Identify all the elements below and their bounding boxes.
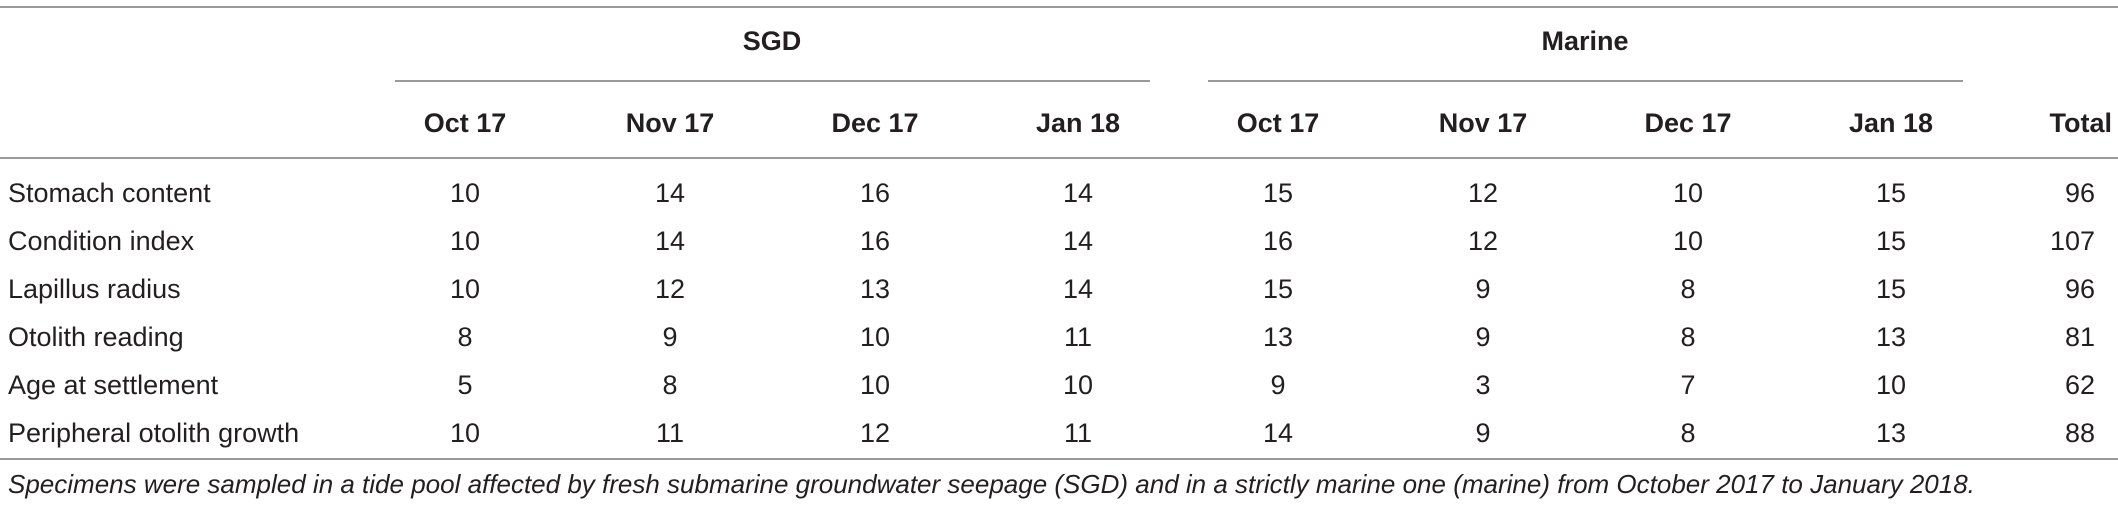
table-cell: 5	[457, 370, 473, 400]
table-cell: 8	[1680, 274, 1696, 304]
table-cell: 14	[1062, 274, 1094, 304]
row-label: Otolith reading	[8, 322, 184, 352]
table-cell: 14	[1062, 226, 1094, 256]
table-cell: 12	[1467, 226, 1499, 256]
row-label: Condition index	[8, 226, 195, 256]
table-cell: 10	[859, 322, 891, 352]
table-cell-total: 81	[2064, 322, 2095, 352]
table-cell-total: 96	[2064, 178, 2095, 208]
table-cell: 8	[1680, 418, 1696, 448]
body-bottom-rule	[0, 458, 2118, 460]
table-cell: 10	[449, 274, 481, 304]
table-cell: 10	[449, 418, 481, 448]
column-header: Jan 18	[1035, 108, 1121, 138]
table-cell: 15	[1262, 178, 1294, 208]
table-cell: 8	[457, 322, 473, 352]
table-cell: 10	[1875, 370, 1907, 400]
table-cell: 10	[449, 178, 481, 208]
table-cell: 16	[1262, 226, 1294, 256]
row-label: Lapillus radius	[8, 274, 181, 304]
sgd-group-rule	[395, 80, 1150, 82]
table-cell: 11	[1063, 418, 1093, 448]
column-header: Oct 17	[1236, 108, 1320, 138]
table-cell: 9	[1475, 322, 1491, 352]
table-cell: 12	[859, 418, 891, 448]
header-bottom-rule	[0, 157, 2118, 159]
table-cell: 13	[1262, 322, 1294, 352]
marine-group-rule	[1208, 80, 1963, 82]
table-cell: 13	[1875, 418, 1907, 448]
row-label: Age at settlement	[8, 370, 219, 400]
table-cell: 14	[654, 178, 686, 208]
table-cell: 10	[449, 226, 481, 256]
table-cell: 13	[1875, 322, 1907, 352]
table-cell: 11	[1063, 322, 1093, 352]
table-cell: 12	[654, 274, 686, 304]
table-caption: Specimens were sampled in a tide pool af…	[8, 469, 1975, 499]
table-cell: 9	[1475, 418, 1491, 448]
table-cell: 7	[1680, 370, 1696, 400]
group-header-sgd: SGD	[742, 26, 802, 56]
column-header: Oct 17	[423, 108, 507, 138]
table-cell-total: 96	[2064, 274, 2095, 304]
row-label: Stomach content	[8, 178, 211, 208]
column-header: Nov 17	[625, 108, 715, 138]
column-header-total: Total	[2049, 108, 2113, 138]
table-cell-total: 88	[2064, 418, 2095, 448]
table-cell: 9	[662, 322, 678, 352]
table-cell: 9	[1270, 370, 1286, 400]
table-cell: 16	[859, 226, 891, 256]
table-cell: 15	[1262, 274, 1294, 304]
table-cell: 14	[654, 226, 686, 256]
top-rule	[0, 6, 2118, 8]
table-cell: 15	[1875, 226, 1907, 256]
table-cell-total: 62	[2064, 370, 2095, 400]
table-cell: 10	[859, 370, 891, 400]
column-header: Dec 17	[831, 108, 919, 138]
table-cell: 11	[655, 418, 685, 448]
table-cell: 16	[859, 178, 891, 208]
table-cell: 15	[1875, 274, 1907, 304]
column-header: Dec 17	[1644, 108, 1732, 138]
column-header: Nov 17	[1438, 108, 1528, 138]
group-header-marine: Marine	[1541, 26, 1629, 56]
table-cell-total: 107	[2049, 226, 2095, 256]
table-cell: 12	[1467, 178, 1499, 208]
table-cell: 14	[1062, 178, 1094, 208]
table-cell: 13	[859, 274, 891, 304]
table-cell: 8	[662, 370, 678, 400]
table-cell: 14	[1262, 418, 1294, 448]
table-cell: 15	[1875, 178, 1907, 208]
table-cell: 8	[1680, 322, 1696, 352]
table-cell: 10	[1672, 178, 1704, 208]
column-header: Jan 18	[1848, 108, 1934, 138]
table-cell: 10	[1672, 226, 1704, 256]
row-label: Peripheral otolith growth	[8, 418, 300, 448]
table-cell: 9	[1475, 274, 1491, 304]
table-cell: 10	[1062, 370, 1094, 400]
table-cell: 3	[1475, 370, 1491, 400]
